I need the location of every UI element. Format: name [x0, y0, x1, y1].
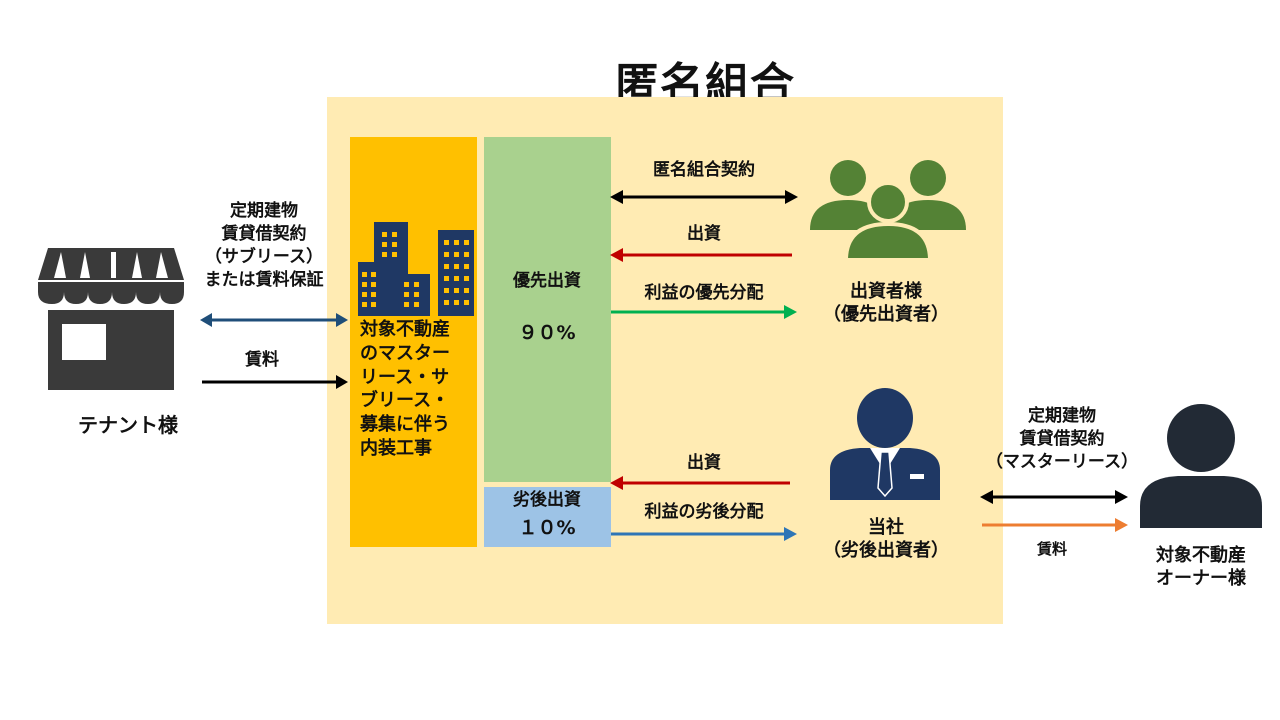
master-lease-line: 対象不動産: [360, 319, 450, 340]
master-lease-line: 募集に伴う: [360, 414, 450, 435]
subordinate-investment-block: [484, 487, 611, 547]
investors-label: 出資者様 （優先出資者）: [823, 280, 949, 327]
owner-name-line: 対象不動産: [1156, 545, 1246, 566]
master-lease-line: ブリース・: [360, 390, 450, 412]
company-label: 当社 （劣後出資者）: [823, 516, 949, 563]
tenant-contract-line: 賃貸借契約: [221, 223, 307, 244]
subordinate-investment-label: 劣後出資: [513, 490, 581, 510]
company-line: 当社: [868, 517, 904, 538]
master-lease-line: のマスター: [360, 342, 450, 364]
investors-line: 出資者様: [850, 281, 922, 302]
owner-contract-line: 賃貸借契約: [1019, 428, 1105, 449]
tk-contract-label: 匿名組合契約: [653, 160, 755, 180]
priority-investment-block: [484, 137, 611, 482]
master-lease-line: リース・サ: [360, 366, 450, 388]
tenant-name: テナント様: [78, 413, 178, 437]
investment-priority-arrow: [610, 248, 792, 262]
owner-rent-arrow: [982, 518, 1128, 532]
investment-priority-label: 出資: [687, 224, 721, 244]
tk-contract-arrow: [610, 190, 798, 204]
owner-name: 対象不動産 オーナー様: [1156, 544, 1246, 591]
priority-investment-label: 優先出資: [513, 271, 581, 291]
storefront-icon: [38, 248, 184, 390]
investors-line: （優先出資者）: [823, 304, 949, 326]
tenant-contract-line: または賃料保証: [204, 269, 324, 290]
investment-company-label: 出資: [687, 453, 721, 473]
investors-group-icon: [810, 160, 966, 260]
owner-contract-line: （マスターリース）: [985, 451, 1139, 472]
office-buildings-icon: [358, 222, 474, 316]
tenant-contract-arrow: [200, 313, 348, 327]
investment-company-arrow: [610, 476, 790, 490]
tenant-contract-line: （サブリース）: [204, 246, 324, 267]
owner-name-line: オーナー様: [1156, 568, 1246, 590]
tenant-contract-label: 定期建物 賃貸借契約 （サブリース） または賃料保証: [205, 200, 324, 292]
tenant-contract-line: 定期建物: [230, 201, 298, 221]
tenant-rent-label: 賃料: [245, 350, 279, 370]
company-line: （劣後出資者）: [823, 540, 949, 562]
owner-contract-label: 定期建物 賃貸借契約 （マスターリース）: [986, 405, 1138, 474]
owner-contract-line: 定期建物: [1028, 406, 1096, 426]
priority-distribution-label: 利益の優先分配: [644, 283, 764, 303]
master-lease-block: [350, 137, 477, 547]
subordinate-distribution-label: 利益の劣後分配: [644, 502, 764, 522]
tenant-rent-arrow: [202, 375, 348, 389]
person-icon: [1140, 404, 1262, 528]
master-lease-text: 対象不動産 のマスター リース・サ ブリース・ 募集に伴う 内装工事: [360, 318, 450, 461]
priority-distribution-arrow: [611, 305, 797, 319]
businessman-icon: [830, 388, 940, 500]
priority-investment-percent: ９０%: [518, 322, 576, 344]
master-lease-line: 内装工事: [360, 437, 432, 459]
owner-contract-arrow: [980, 490, 1128, 504]
owner-rent-label: 賃料: [1036, 540, 1068, 558]
subordinate-investment-percent: １０%: [518, 517, 576, 539]
subordinate-distribution-arrow: [611, 527, 797, 541]
